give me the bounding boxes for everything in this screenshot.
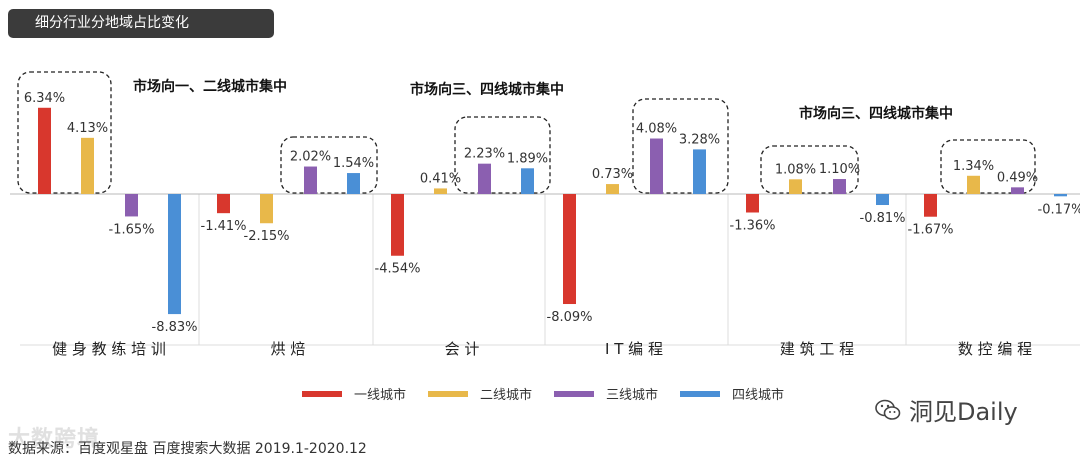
category-label: 健 身 教 练 培 训 — [52, 340, 166, 358]
data-label: 6.34% — [24, 91, 65, 106]
legend-item-tier3: 三线城市 — [554, 384, 658, 403]
legend-item-tier4: 四线城市 — [680, 384, 784, 403]
highlight-box-4 — [632, 98, 729, 194]
data-label: -1.65% — [109, 222, 155, 237]
data-label: 1.54% — [333, 156, 374, 171]
legend-item-tier1: 一线城市 — [302, 384, 406, 403]
category-label: I T 编 程 — [605, 340, 663, 358]
annotation-3: 市场向三、四线城市集中 — [799, 105, 953, 122]
wechat-icon — [875, 399, 901, 420]
watermark-left: 大数跨境 — [8, 421, 100, 453]
watermark-right: 洞见Daily — [875, 392, 1018, 427]
chart-title-bar: 细分行业分地域占比变化 — [8, 9, 274, 38]
bar-4-3 — [521, 168, 534, 194]
bar-3-4 — [650, 138, 663, 194]
data-label: -8.83% — [152, 320, 198, 335]
category-label: 会 计 — [445, 340, 480, 358]
data-label: -1.41% — [201, 219, 247, 234]
data-label: 2.23% — [464, 147, 505, 162]
bar-4-4 — [693, 149, 706, 194]
bar-2-6 — [967, 175, 980, 194]
bar-3-6 — [1011, 187, 1024, 194]
highlight-box-2 — [280, 136, 378, 194]
highlight-box-5 — [760, 145, 859, 194]
legend-swatch-tier2 — [428, 390, 469, 397]
category-label: 烘 焙 — [271, 340, 306, 358]
data-source: 数据来源：百度观星盘 百度搜索大数据 2019.1-2020.12 — [8, 440, 367, 458]
bar-3-3 — [478, 163, 491, 194]
legend-item-tier2: 二线城市 — [428, 384, 532, 403]
bar-2-5 — [789, 179, 802, 194]
data-label: -2.15% — [244, 229, 290, 244]
bar-1-6 — [924, 194, 937, 217]
data-label: -4.54% — [375, 262, 421, 277]
data-label: 0.49% — [997, 170, 1038, 185]
legend-swatch-tier1 — [302, 390, 342, 397]
legend-label-tier4: 四线城市 — [732, 388, 785, 403]
highlight-box-6 — [940, 139, 1036, 194]
bar-3-1 — [125, 194, 138, 217]
data-label: 4.08% — [636, 122, 677, 137]
bar-4-5 — [876, 194, 889, 206]
legend-swatch-tier4 — [680, 390, 721, 397]
data-label: 1.34% — [953, 159, 994, 174]
data-label: 1.08% — [775, 162, 816, 177]
highlight-box-3 — [454, 116, 551, 194]
bar-2-3 — [434, 188, 447, 194]
data-label: -0.17% — [1038, 202, 1080, 217]
bar-3-2 — [304, 166, 317, 194]
data-label: 2.02% — [290, 150, 331, 165]
chart-title: 细分行业分地域占比变化 — [35, 15, 189, 31]
legend-label-tier3: 三线城市 — [606, 388, 659, 403]
data-label: 4.13% — [67, 121, 108, 136]
category-label: 数 控 编 程 — [958, 340, 1032, 358]
bar-1-5 — [746, 194, 759, 213]
bar-4-6 — [1054, 194, 1067, 197]
legend-label-tier1: 一线城市 — [354, 388, 407, 403]
bar-2-1 — [81, 137, 94, 194]
data-label: -0.81% — [860, 211, 906, 226]
data-label: 1.89% — [507, 151, 548, 166]
bar-1-2 — [217, 194, 230, 214]
data-label: 0.73% — [592, 167, 633, 182]
data-source-text: 数据来源：百度观星盘 百度搜索大数据 2019.1-2020.12 — [8, 441, 367, 457]
data-label: -1.36% — [730, 218, 776, 233]
bar-4-2 — [347, 173, 360, 194]
bar-2-2 — [260, 194, 273, 224]
watermark-left-text: 大数跨境 — [8, 427, 101, 452]
bar-1-4 — [563, 194, 576, 305]
annotation-1: 市场向一、二线城市集中 — [133, 78, 287, 95]
legend-label-tier2: 二线城市 — [480, 388, 533, 403]
data-label: 1.10% — [819, 162, 860, 177]
bar-4-1 — [168, 194, 181, 315]
data-label: -8.09% — [547, 310, 593, 325]
data-label: -1.67% — [908, 223, 954, 238]
bar-1-1 — [38, 107, 51, 194]
data-label: 0.41% — [420, 171, 461, 186]
bar-3-5 — [833, 179, 846, 194]
bar-1-3 — [391, 194, 404, 256]
annotation-2: 市场向三、四线城市集中 — [410, 81, 564, 98]
data-label: 3.28% — [679, 132, 720, 147]
highlight-box-1 — [17, 71, 112, 194]
legend-swatch-tier3 — [554, 390, 595, 397]
bar-chart: 6.34% -1.41% -4.54% -8.09% -1.36% -1.67% 4.13%… — [10, 71, 1080, 358]
category-label: 建 筑 工 程 — [780, 340, 854, 358]
watermark-right-text: 洞见Daily — [909, 398, 1018, 426]
bar-2-4 — [606, 184, 619, 194]
legend: 一线城市 二线城市 三线城市 四线城市 — [302, 384, 784, 403]
